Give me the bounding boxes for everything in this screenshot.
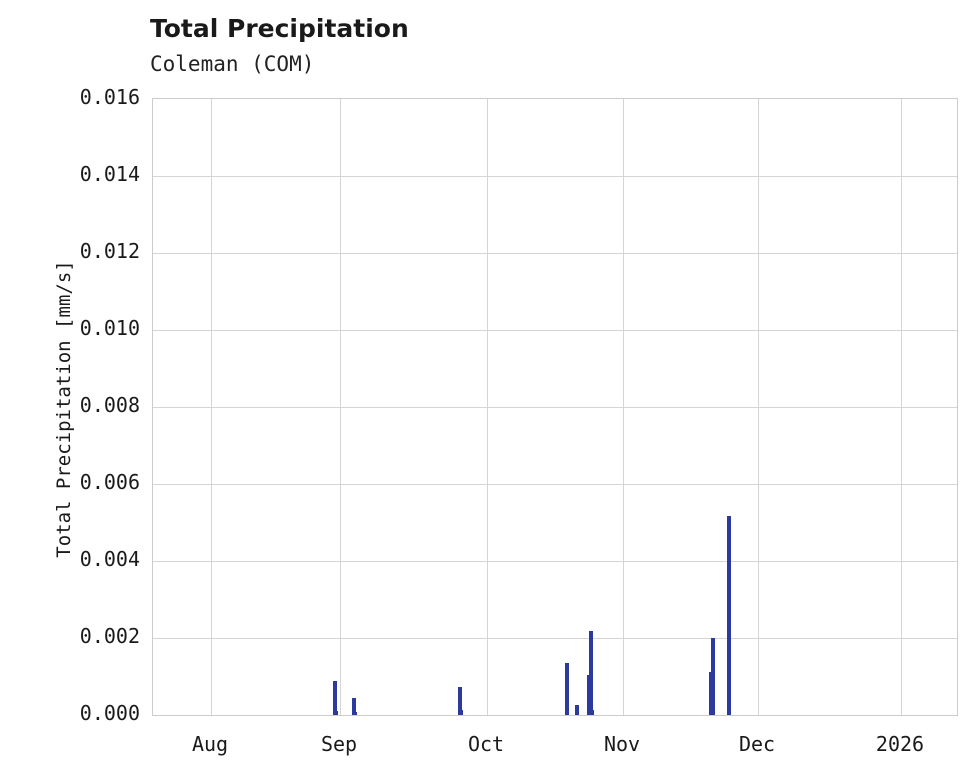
y-tick-label: 0.010	[79, 316, 140, 340]
chart-title: Total Precipitation	[150, 14, 409, 43]
y-tick-label: 0.012	[79, 239, 140, 263]
y-tick-label: 0.006	[79, 470, 140, 494]
y-tick-label: 0.002	[79, 624, 140, 648]
y-tick-label: 0.004	[79, 547, 140, 571]
data-bar	[575, 711, 579, 715]
data-bar	[727, 710, 731, 715]
data-bar	[590, 710, 594, 715]
data-bar	[575, 705, 579, 715]
gridline-vertical	[901, 99, 902, 715]
y-tick-label: 0.008	[79, 393, 140, 417]
gridline-horizontal	[153, 253, 957, 254]
data-bar	[353, 711, 357, 715]
y-tick-label: 0.014	[79, 162, 140, 186]
y-tick-label: 0.000	[79, 701, 140, 725]
x-tick-label: Aug	[191, 732, 229, 756]
gridline-vertical	[758, 99, 759, 715]
data-bar	[459, 710, 463, 715]
x-tick-label: Sep	[320, 732, 358, 756]
data-bar	[334, 711, 338, 715]
x-tick-label: 2026	[875, 732, 925, 756]
data-bar	[333, 680, 337, 715]
x-tick-label: Oct	[467, 732, 505, 756]
gridline-horizontal	[153, 484, 957, 485]
gridline-horizontal	[153, 330, 957, 331]
gridline-vertical	[487, 99, 488, 715]
gridline-vertical	[623, 99, 624, 715]
data-bar	[711, 638, 715, 715]
x-tick-label: Nov	[603, 732, 641, 756]
data-bar	[458, 686, 462, 715]
gridline-horizontal	[153, 638, 957, 639]
gridline-horizontal	[153, 561, 957, 562]
data-bar	[352, 697, 356, 715]
gridline-horizontal	[153, 176, 957, 177]
data-bar	[565, 663, 569, 715]
y-tick-label: 0.016	[79, 85, 140, 109]
gridline-vertical	[211, 99, 212, 715]
plot-area	[152, 98, 958, 716]
x-tick-label: Dec	[738, 732, 776, 756]
data-bar	[589, 631, 593, 715]
data-bar	[727, 516, 731, 715]
gridline-horizontal	[153, 407, 957, 408]
data-bar	[711, 708, 715, 715]
gridline-vertical	[340, 99, 341, 715]
chart-subtitle: Coleman (COM)	[150, 52, 315, 76]
